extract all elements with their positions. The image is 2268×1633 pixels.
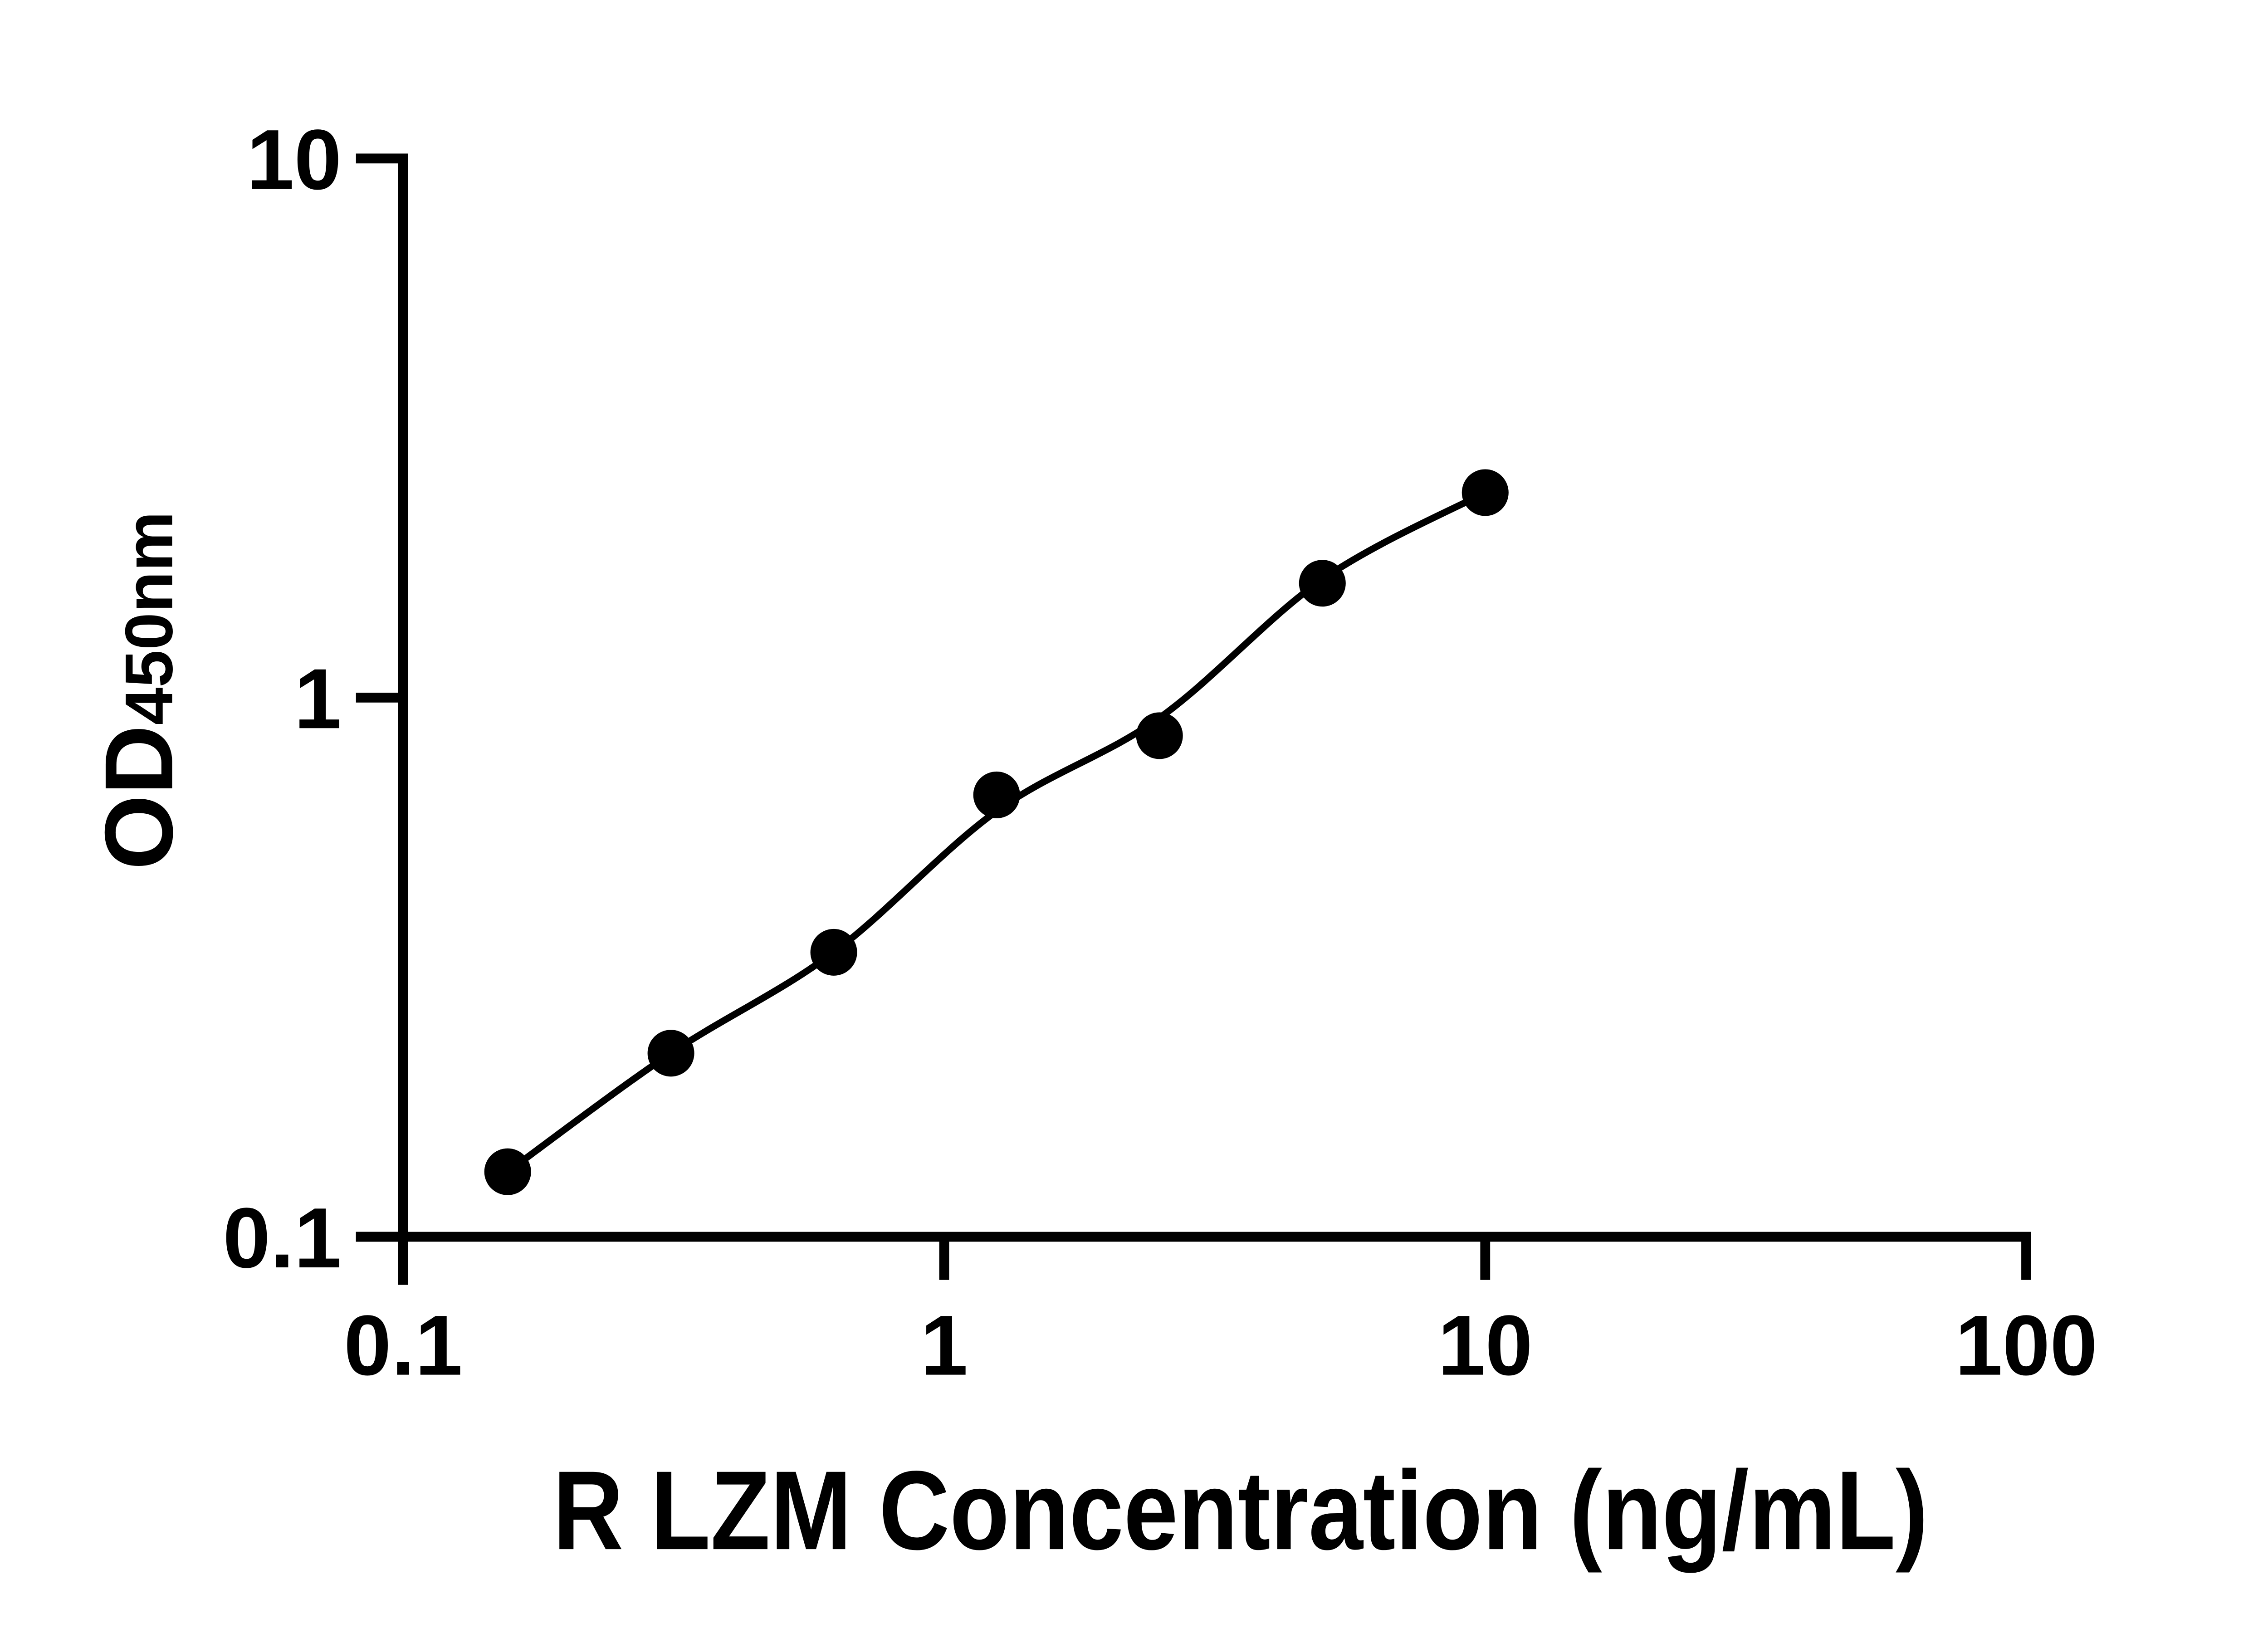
y-tick-label: 10 <box>247 112 342 207</box>
data-point <box>1461 469 1509 516</box>
y-axis-title-subscript: 450nm <box>112 511 187 725</box>
data-point <box>484 1148 531 1195</box>
data-point <box>810 929 857 976</box>
chart-background <box>0 7 2268 1626</box>
data-points <box>484 469 1509 1195</box>
y-axis-title: OD450nm <box>85 511 193 870</box>
x-axis-ticks <box>398 1237 2031 1280</box>
y-axis-tick-labels: 0.1 1 10 <box>223 112 342 1286</box>
y-tick-label: 1 <box>294 651 342 746</box>
data-point <box>1136 712 1183 759</box>
data-point <box>1299 560 1346 607</box>
data-point <box>647 1030 694 1077</box>
x-tick-label: 10 <box>1438 1298 1533 1393</box>
x-axis-tick-labels: 0.1 1 10 100 <box>344 1298 2097 1393</box>
y-axis-title-main: OD <box>85 725 193 870</box>
x-tick-label: 0.1 <box>344 1298 463 1393</box>
x-axis-title: R LZM Concentration (ng/mL) <box>553 1448 1928 1573</box>
y-tick-label: 0.1 <box>223 1190 342 1286</box>
x-tick-label: 1 <box>920 1298 968 1393</box>
axes <box>356 153 2031 1285</box>
x-tick-label: 100 <box>1955 1298 2097 1393</box>
data-point <box>973 771 1020 818</box>
y-axis-ticks <box>356 153 403 1242</box>
